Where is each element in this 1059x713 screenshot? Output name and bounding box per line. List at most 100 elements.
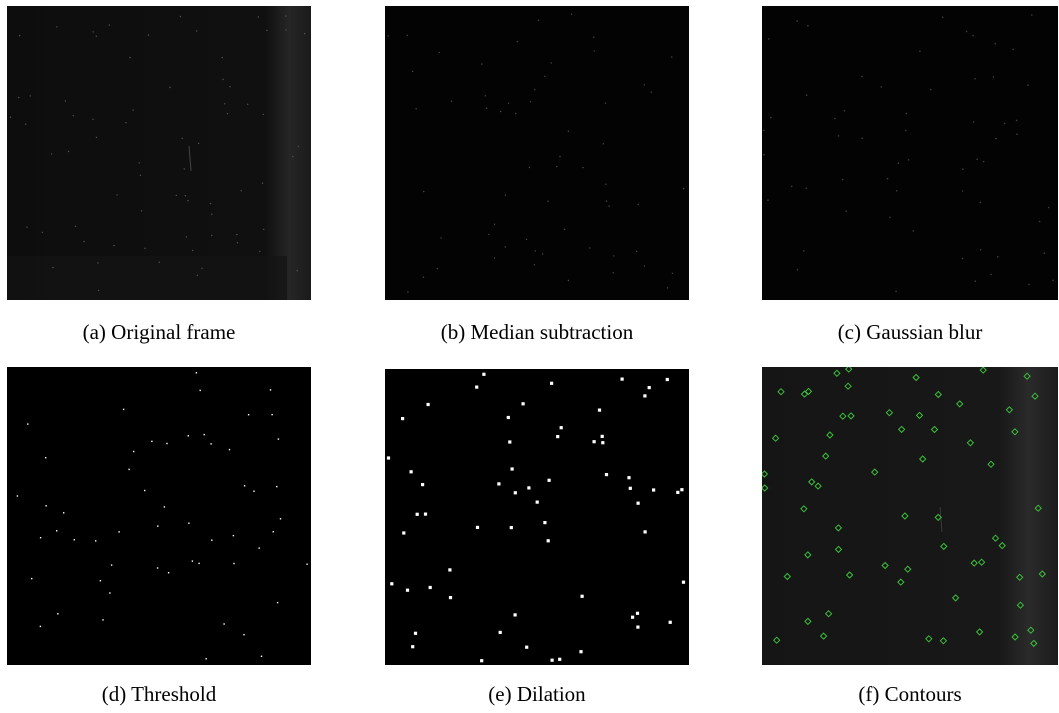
particle-dot xyxy=(423,190,425,193)
particle-dot xyxy=(39,537,42,539)
contour-marker xyxy=(966,439,975,447)
particle-dot xyxy=(18,96,20,99)
particle-dot xyxy=(406,34,408,36)
particle-dot xyxy=(897,162,900,164)
particle-dot xyxy=(139,174,142,176)
particle-dot xyxy=(64,100,67,102)
particle-dot xyxy=(498,630,502,634)
particle-dot xyxy=(272,531,274,533)
particle-dot xyxy=(995,137,997,140)
particle-dot xyxy=(506,415,510,420)
particle-dot xyxy=(45,505,47,507)
particle-dot xyxy=(1015,119,1018,122)
particle-dot xyxy=(415,108,417,110)
particle-dot xyxy=(682,187,685,190)
particle-dot xyxy=(643,84,645,86)
particle-dot xyxy=(166,442,168,445)
particle-dot xyxy=(861,137,863,139)
particle-dot xyxy=(579,650,583,654)
particle-dot xyxy=(18,34,21,37)
particle-dot xyxy=(292,155,294,158)
contour-marker xyxy=(834,524,843,532)
particle-dot xyxy=(271,413,273,416)
particle-dot xyxy=(542,253,544,255)
particle-dot xyxy=(837,135,840,137)
particle-dot xyxy=(157,525,159,527)
particle-dot xyxy=(593,50,595,52)
particle-dot xyxy=(604,473,609,477)
particle-dot xyxy=(982,160,985,163)
particle-dot xyxy=(269,389,272,391)
particle-dot xyxy=(965,30,968,33)
particle-dot xyxy=(635,611,640,615)
particle-dot xyxy=(534,250,536,252)
contour-marker xyxy=(912,373,920,382)
contour-marker xyxy=(762,470,769,478)
particle-dot xyxy=(31,577,33,580)
particle-dot xyxy=(647,386,651,390)
contour-marker xyxy=(845,571,854,579)
particle-dot xyxy=(185,236,188,238)
particle-dot xyxy=(1043,252,1046,254)
particle-dot xyxy=(108,24,111,26)
particle-dot xyxy=(285,29,287,31)
particle-dot xyxy=(668,620,672,624)
original-frame-image xyxy=(7,6,311,300)
contour-marker xyxy=(771,434,780,442)
particle-dot xyxy=(796,269,799,271)
particle-dot xyxy=(650,91,652,93)
particle-dot xyxy=(163,506,166,508)
particle-dot xyxy=(260,655,263,657)
particle-dot xyxy=(95,136,98,139)
contour-marker xyxy=(915,411,924,420)
particle-dot xyxy=(979,249,982,251)
particle-dot xyxy=(436,268,438,270)
particle-dot xyxy=(99,580,102,582)
particle-dot xyxy=(276,485,278,488)
particle-dot xyxy=(805,187,808,190)
particle-dot xyxy=(504,194,507,196)
particle-dot xyxy=(98,289,100,292)
particle-dot xyxy=(259,250,261,253)
particle-dot xyxy=(262,113,264,116)
particle-dot xyxy=(550,381,554,385)
particle-dot xyxy=(972,34,974,37)
particle-dot xyxy=(556,165,558,168)
particle-dot xyxy=(556,435,560,439)
particle-dot xyxy=(187,435,189,437)
particle-dot xyxy=(222,78,224,81)
contour-marker xyxy=(824,609,833,618)
particle-dot xyxy=(763,153,765,156)
particle-dot xyxy=(144,247,146,249)
particle-dot xyxy=(198,562,200,565)
particle-dot xyxy=(224,103,226,105)
particle-dot xyxy=(92,31,94,33)
particle-dot xyxy=(228,448,231,451)
particle-dot xyxy=(593,36,595,38)
particle-dot xyxy=(889,216,891,219)
contour-marker xyxy=(870,468,879,476)
particle-dot xyxy=(158,261,160,263)
contour-marker xyxy=(772,636,781,644)
particle-dot xyxy=(306,563,308,565)
particle-dot xyxy=(605,183,607,185)
contour-marker xyxy=(998,541,1006,550)
particle-dot xyxy=(1047,206,1050,209)
particle-dot xyxy=(481,63,483,65)
particle-dot xyxy=(109,592,111,594)
particle-dot xyxy=(608,205,610,207)
particle-dot xyxy=(620,377,624,381)
contour-marker xyxy=(762,484,769,492)
contour-marker xyxy=(777,387,785,396)
particle-dot xyxy=(240,190,242,192)
particle-dot xyxy=(401,417,405,421)
particle-dot xyxy=(405,588,410,592)
particle-dot xyxy=(257,16,259,18)
threshold-image xyxy=(7,367,311,665)
particle-dot xyxy=(196,274,199,276)
particle-dot xyxy=(409,470,413,474)
particle-dot xyxy=(521,402,525,406)
particle-dot xyxy=(423,512,428,516)
caption-threshold: (d) Threshold xyxy=(101,682,217,706)
particle-dot xyxy=(643,394,647,398)
